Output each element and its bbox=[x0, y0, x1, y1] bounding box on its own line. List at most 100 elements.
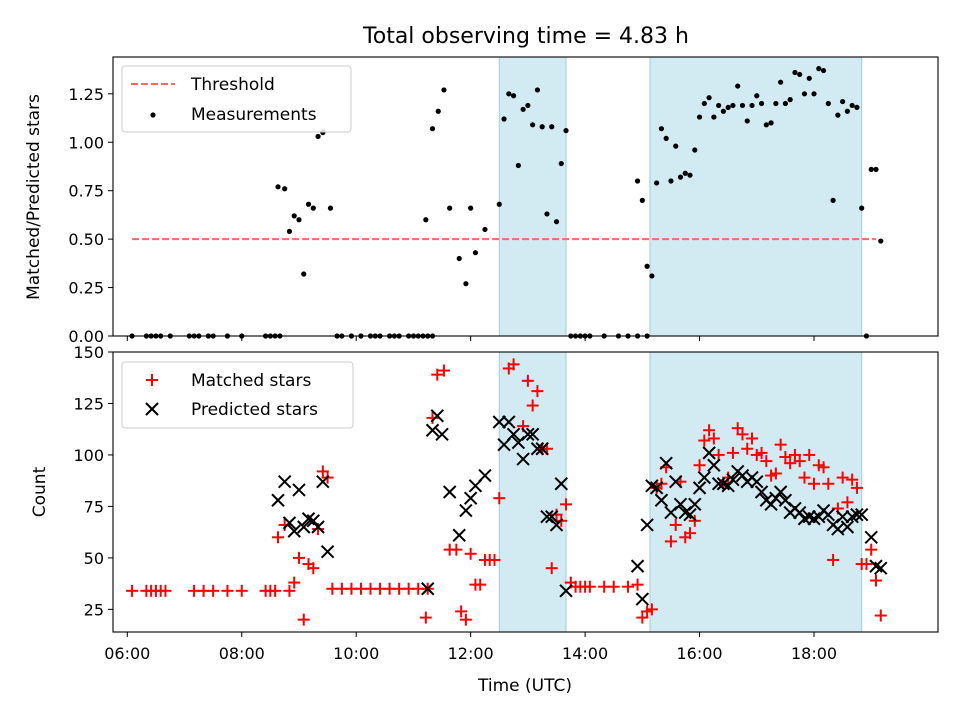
measurement-point bbox=[291, 213, 297, 219]
predicted-star-point bbox=[549, 518, 564, 532]
predicted-star-point bbox=[521, 427, 535, 442]
predicted-star-point bbox=[516, 452, 530, 466]
legend-predicted-label: Predicted stars bbox=[191, 400, 318, 420]
matched-star-point bbox=[455, 605, 468, 618]
matched-star-point bbox=[846, 473, 859, 486]
predicted-star-point bbox=[697, 470, 712, 485]
matched-star-point bbox=[669, 518, 682, 531]
top-chart-title: Total observing time = 4.83 h bbox=[362, 24, 689, 49]
matched-star-point bbox=[622, 580, 635, 593]
predicted-star-point bbox=[282, 516, 297, 530]
matched-star-point bbox=[664, 535, 677, 548]
predicted-star-point bbox=[750, 474, 764, 489]
measurement-point bbox=[682, 170, 688, 176]
measurement-point bbox=[744, 118, 750, 124]
predicted-star-point bbox=[425, 423, 440, 437]
measurement-point bbox=[286, 228, 293, 234]
predicted-star-point bbox=[525, 427, 540, 442]
legend-measurements-label: Measurements bbox=[191, 105, 317, 125]
top-y-axis-label: Matched/Predicted stars bbox=[24, 94, 44, 300]
measurement-point bbox=[835, 112, 841, 118]
measurement-point bbox=[310, 205, 316, 211]
matched-star-point bbox=[488, 553, 501, 566]
predicted-star-point bbox=[502, 415, 516, 429]
measurement-point bbox=[739, 102, 746, 109]
predicted-star-point bbox=[554, 477, 568, 491]
predicted-star-point bbox=[459, 503, 473, 518]
measurement-point bbox=[663, 135, 669, 141]
matched-star-point bbox=[779, 451, 792, 463]
measurement-point bbox=[873, 166, 879, 172]
predicted-star-point bbox=[773, 485, 788, 499]
measurement-point bbox=[687, 172, 693, 178]
measurement-point bbox=[305, 201, 312, 207]
measurement-point bbox=[730, 102, 736, 109]
measurement-point bbox=[868, 166, 874, 172]
predicted-star-point bbox=[545, 509, 559, 524]
predicted-star-point bbox=[630, 559, 645, 573]
predicted-star-point bbox=[864, 530, 878, 545]
predicted-star-point bbox=[702, 446, 716, 460]
measurement-point bbox=[844, 108, 850, 114]
measurement-point bbox=[754, 93, 760, 99]
measurement-point bbox=[301, 271, 307, 277]
matched-star-point bbox=[450, 543, 463, 556]
matched-star-point bbox=[607, 580, 620, 593]
measurement-point bbox=[854, 104, 860, 110]
matched-star-point bbox=[431, 368, 444, 381]
predicted-star-point bbox=[421, 582, 435, 596]
predicted-star-point bbox=[452, 528, 466, 542]
matched-star-point bbox=[521, 374, 534, 387]
measurement-point bbox=[825, 100, 831, 107]
predicted-star-point bbox=[635, 592, 650, 606]
measurement-point bbox=[463, 281, 469, 287]
predicted-star-point bbox=[320, 544, 335, 559]
measurement-point bbox=[510, 93, 517, 99]
measurement-point bbox=[816, 66, 822, 72]
matched-star-point bbox=[297, 613, 310, 626]
legend-predicted-swatch bbox=[145, 402, 159, 416]
matched-star-point bbox=[307, 562, 320, 575]
matched-star-point bbox=[712, 448, 725, 461]
measurement-point bbox=[558, 160, 564, 167]
predicted-star-point bbox=[649, 481, 664, 495]
measurement-point bbox=[763, 122, 769, 128]
matched-star-point bbox=[526, 399, 539, 412]
matched-star-point bbox=[746, 432, 759, 445]
predicted-star-point bbox=[669, 474, 683, 489]
legend-threshold-label: Threshold bbox=[190, 75, 275, 95]
measurement-point bbox=[435, 108, 441, 114]
predicted-star-point bbox=[726, 472, 740, 487]
matched-star-point bbox=[874, 609, 887, 622]
measurement-point bbox=[549, 124, 555, 130]
predicted-star-point bbox=[430, 409, 444, 423]
matched-star-point bbox=[207, 584, 220, 597]
matched-star-point bbox=[731, 422, 744, 435]
matched-star-point bbox=[798, 471, 811, 484]
measurement-point bbox=[447, 205, 453, 211]
bottom-x-tick-label: 14:00 bbox=[562, 644, 608, 663]
measurement-point bbox=[639, 197, 645, 203]
measurement-point bbox=[701, 100, 707, 107]
measurement-point bbox=[830, 197, 836, 203]
top-y-tick-label: 0.50 bbox=[68, 230, 104, 249]
matched-star-point bbox=[850, 481, 863, 494]
top-y-tick-label: 1.00 bbox=[68, 133, 104, 152]
measurement-point bbox=[797, 71, 803, 78]
matched-star-point bbox=[726, 446, 739, 459]
measurement-point bbox=[472, 250, 479, 256]
bottom-shaded-interval bbox=[649, 351, 863, 633]
matched-star-point bbox=[760, 455, 773, 468]
matched-star-point bbox=[159, 584, 172, 597]
predicted-star-point bbox=[688, 497, 702, 512]
matched-star-point bbox=[316, 465, 329, 478]
legend-matched-swatch bbox=[146, 374, 158, 386]
matched-star-point bbox=[474, 578, 487, 591]
matched-star-point bbox=[755, 446, 768, 459]
predicted-star-point bbox=[640, 518, 654, 532]
measurement-point bbox=[553, 219, 560, 225]
matched-star-point bbox=[560, 498, 573, 511]
predicted-star-point bbox=[559, 584, 573, 598]
measurement-point bbox=[840, 98, 846, 105]
measurement-point bbox=[778, 79, 784, 85]
